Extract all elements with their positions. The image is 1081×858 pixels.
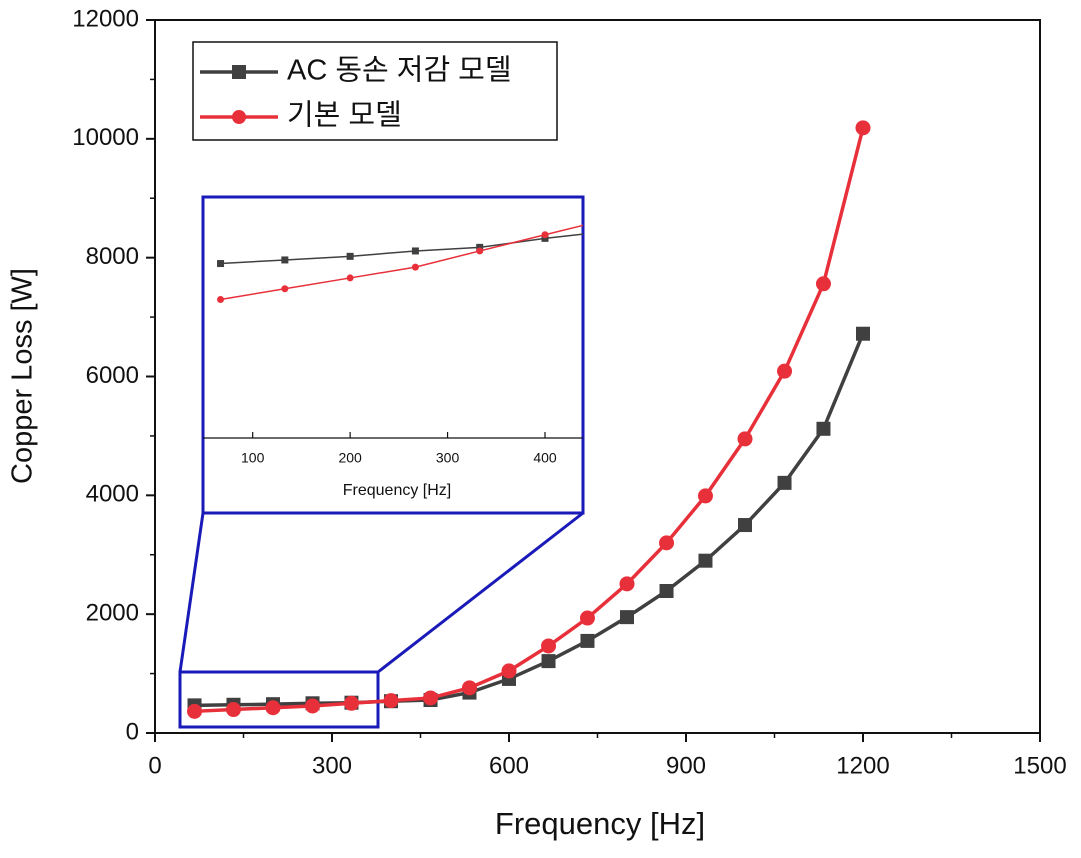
inset-x-tick-label: 400 [533, 450, 557, 466]
data-point [697, 488, 713, 504]
inset-data-point [541, 234, 549, 242]
inset-x-tick-label: 300 [436, 450, 460, 466]
inset-data-point [411, 263, 419, 271]
data-point [698, 553, 713, 568]
x-tick-label: 0 [148, 752, 161, 779]
data-point [856, 326, 870, 341]
data-point [659, 583, 674, 598]
inset-data-point [217, 260, 225, 268]
y-tick-label: 8000 [86, 243, 139, 270]
y-tick-label: 4000 [86, 481, 139, 508]
inset-data-point [346, 252, 354, 260]
data-point [541, 654, 556, 669]
x-axis-label: Frequency [Hz] [495, 806, 705, 841]
data-point [383, 693, 399, 709]
inset-data-point [281, 285, 289, 293]
data-point [855, 120, 871, 136]
inset-data-point [217, 296, 225, 304]
data-point [619, 576, 635, 592]
inset-data-point [411, 247, 419, 255]
x-tick-label: 900 [666, 752, 706, 779]
inset-series-line [220, 233, 583, 265]
data-point [225, 702, 241, 718]
data-point [737, 431, 753, 447]
data-point [305, 698, 321, 714]
inset-data-point [476, 243, 484, 251]
data-point [777, 475, 792, 490]
inset-data-point [346, 274, 354, 282]
x-tick-label: 600 [489, 752, 529, 779]
data-point [265, 700, 281, 716]
inset-plot [217, 224, 583, 304]
inset-x-tick-label: 200 [338, 450, 362, 466]
zoom-connector [377, 511, 584, 674]
data-point [815, 276, 831, 292]
data-point [187, 703, 203, 719]
y-tick-label: 12000 [72, 5, 139, 32]
inset-data-point [476, 247, 484, 255]
data-point [816, 421, 831, 436]
inset-data-point [541, 231, 549, 239]
data-point [659, 535, 675, 551]
data-point [579, 610, 595, 626]
data-point [461, 680, 477, 696]
y-tick-label: 10000 [72, 124, 139, 151]
data-point [580, 633, 595, 648]
data-point [541, 638, 557, 654]
legend-box [192, 41, 558, 141]
data-point [343, 695, 359, 711]
legend-label: 기본 모델 [287, 100, 402, 132]
legend-label: AC 동손 저감 모델 [287, 55, 512, 87]
inset-data-point [281, 256, 289, 264]
legend-marker [232, 110, 246, 124]
zoom-connector [178, 512, 205, 673]
y-tick-label: 6000 [86, 362, 139, 389]
inset-series-line [220, 224, 583, 301]
data-point [423, 690, 439, 706]
inset-x-axis-label: Frequency [Hz] [343, 482, 451, 499]
y-tick-label: 2000 [86, 600, 139, 627]
x-tick-label: 300 [312, 752, 352, 779]
data-point [738, 518, 752, 533]
x-tick-label: 1500 [1013, 752, 1066, 779]
inset-frame [201, 195, 585, 515]
zoom-box [178, 670, 380, 729]
legend-marker [232, 65, 246, 79]
data-point [777, 363, 793, 379]
x-tick-label: 1200 [836, 752, 889, 779]
y-axis-label: Copper Loss [W] [7, 268, 39, 484]
data-point [501, 663, 517, 679]
inset-x-tick-label: 100 [241, 450, 265, 466]
y-tick-label: 0 [126, 718, 139, 745]
data-point [620, 610, 634, 625]
